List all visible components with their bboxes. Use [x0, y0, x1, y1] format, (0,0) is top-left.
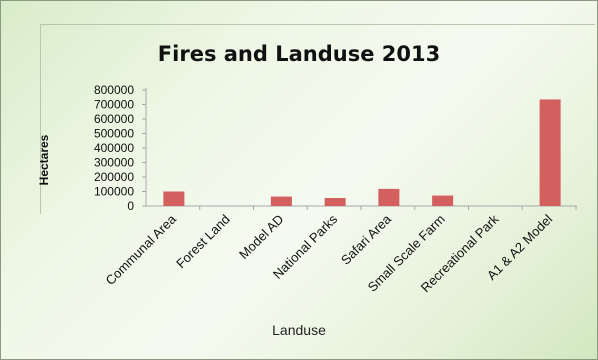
x-tick-label: Model AD — [236, 212, 286, 262]
bar-3 — [324, 198, 346, 206]
bar-0 — [163, 191, 185, 206]
y-tick-label: 500000 — [94, 127, 134, 141]
bar-5 — [432, 195, 454, 206]
bar-7 — [539, 99, 561, 206]
bar-2 — [270, 196, 292, 206]
y-tick-label: 700000 — [94, 98, 134, 112]
bar-4 — [378, 188, 400, 206]
y-tick-label: 0 — [127, 199, 134, 213]
plot-area-top-border — [40, 24, 595, 25]
y-tick-label: 100000 — [94, 185, 134, 199]
y-tick-label: 400000 — [94, 141, 134, 155]
y-tick-label: 200000 — [94, 170, 134, 184]
x-axis-label: Landuse — [272, 322, 326, 338]
x-tick-label: Communal Area — [102, 211, 179, 288]
plot-area-left-border — [40, 24, 41, 214]
y-tick-label: 300000 — [94, 156, 134, 170]
x-tick-label: Forest Land — [173, 212, 233, 272]
y-tick-label: 800000 — [94, 83, 134, 97]
chart-title: Fires and Landuse 2013 — [157, 42, 441, 66]
y-tick-label: 600000 — [94, 112, 134, 126]
x-tick-label: Safari Area — [338, 211, 395, 268]
